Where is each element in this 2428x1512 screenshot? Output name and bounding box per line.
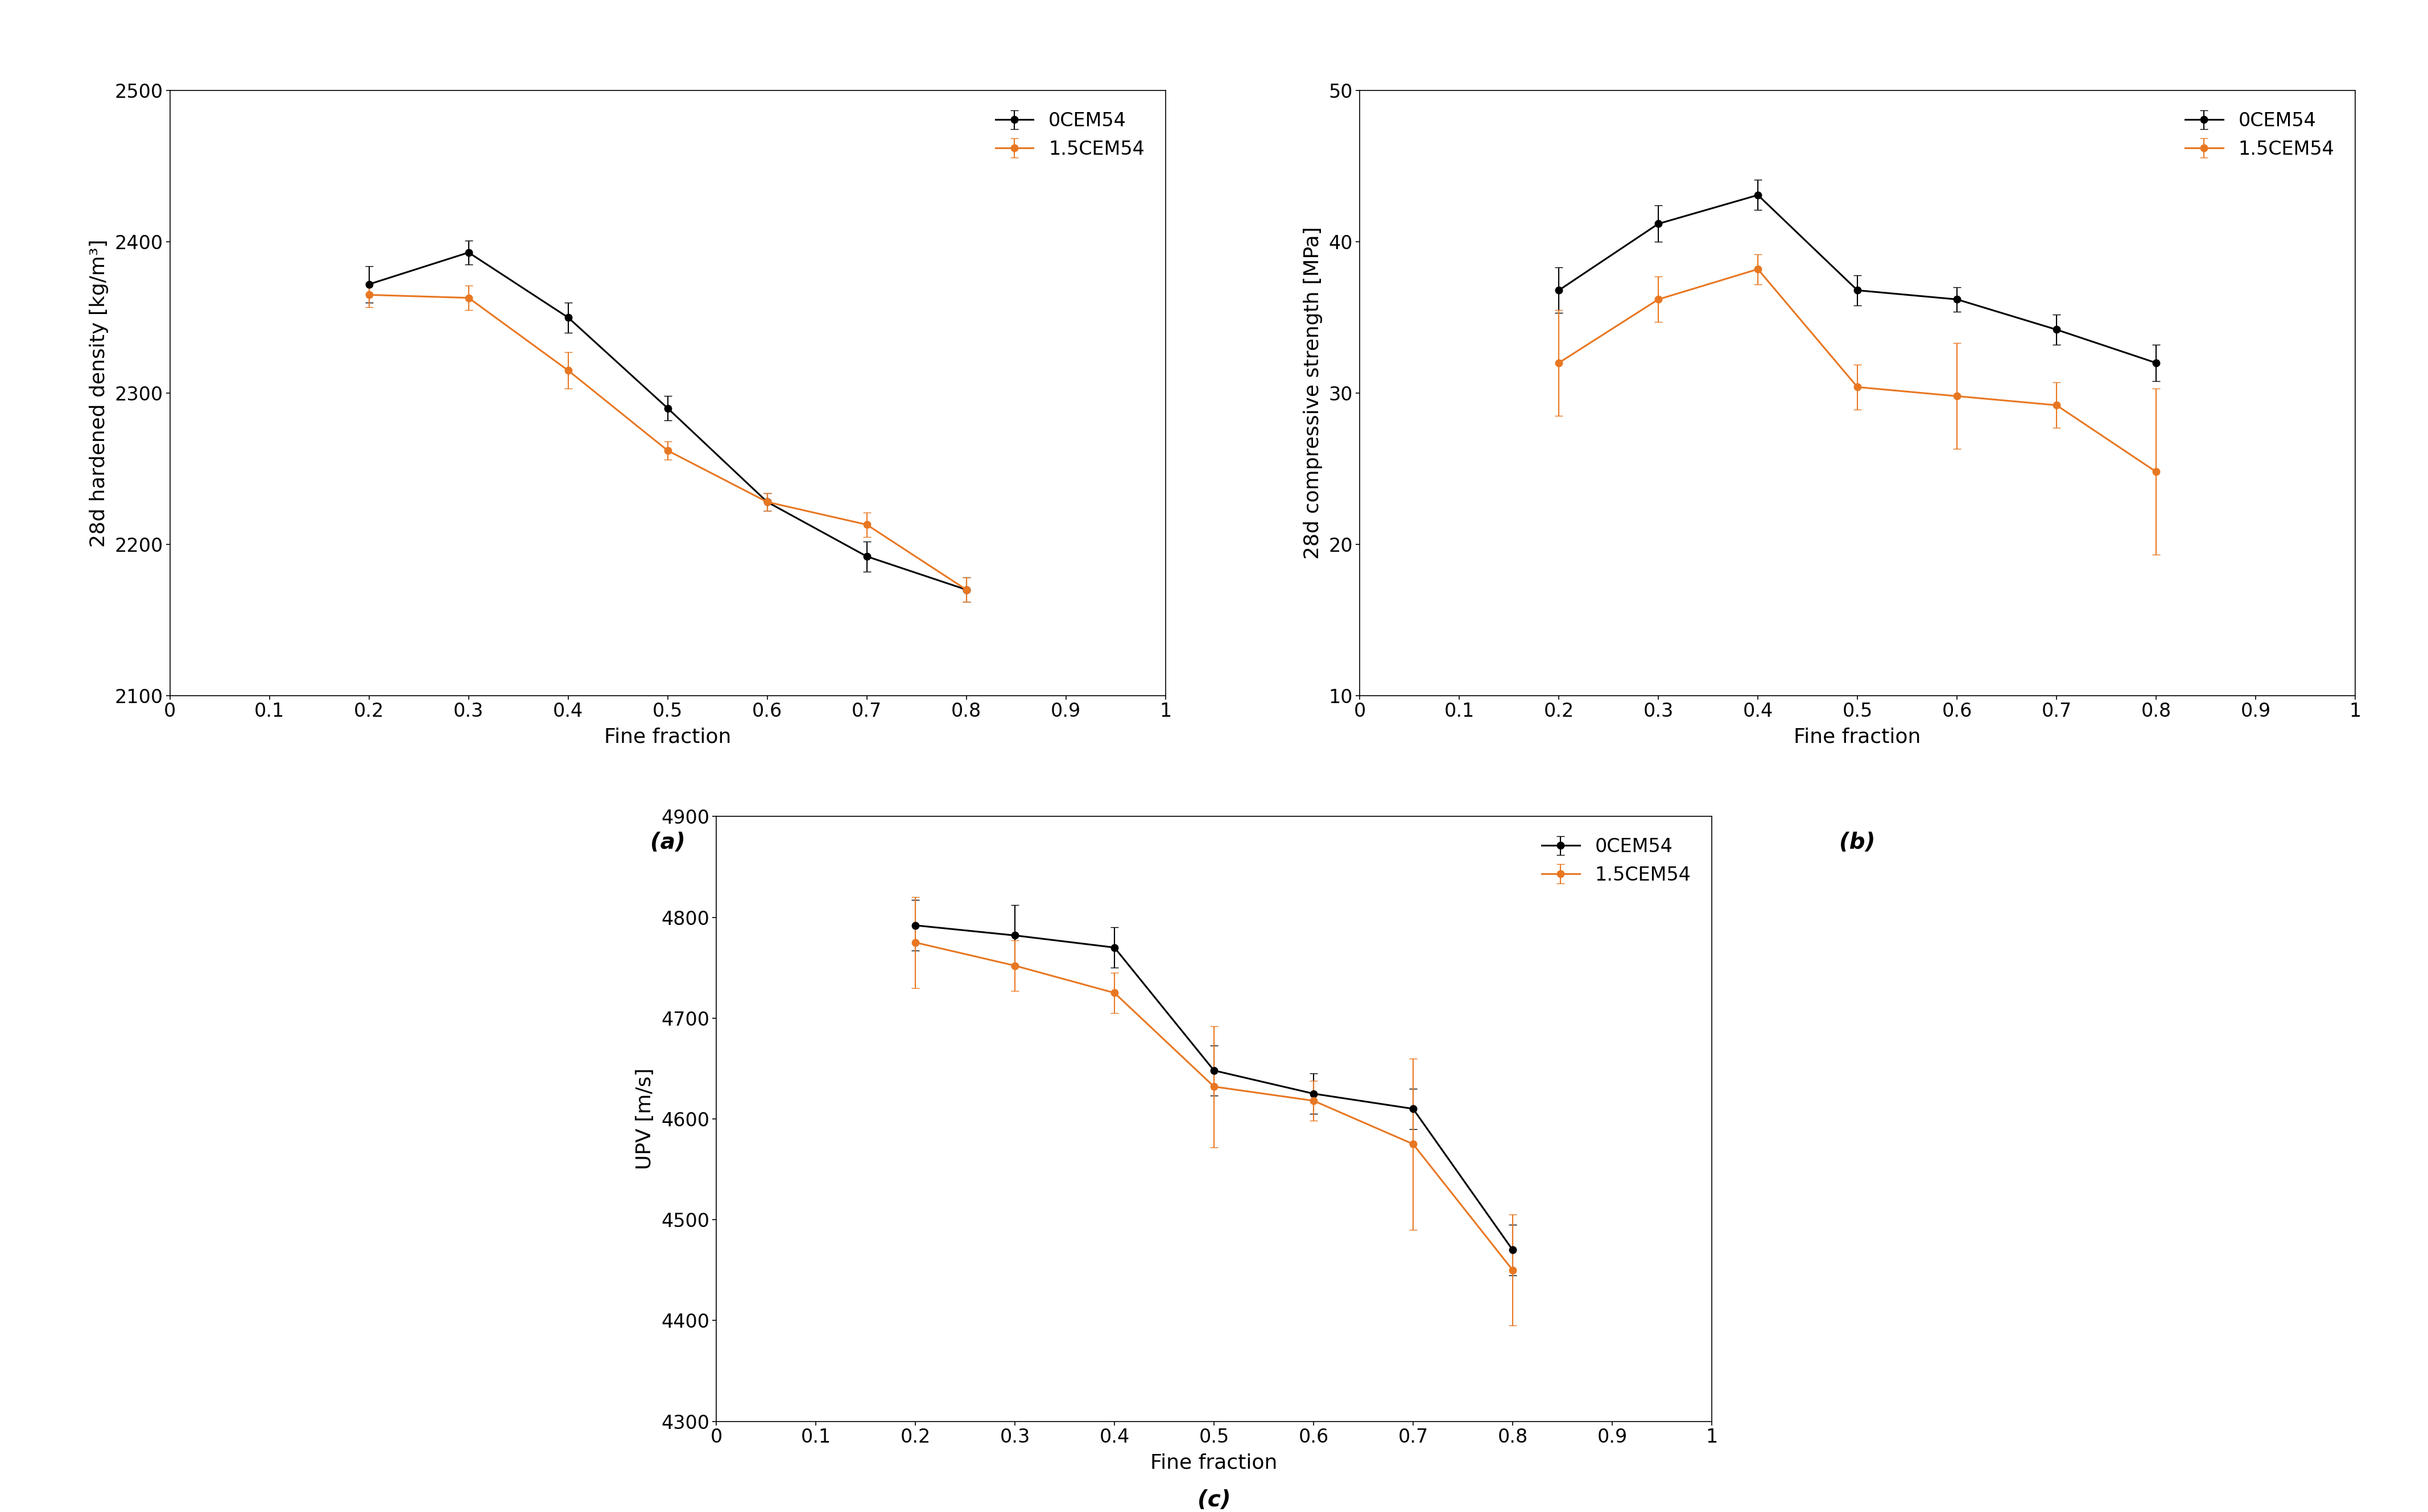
X-axis label: Fine fraction: Fine fraction: [1151, 1453, 1277, 1473]
Legend: 0CEM54, 1.5CEM54: 0CEM54, 1.5CEM54: [983, 100, 1156, 169]
Y-axis label: UPV [m/s]: UPV [m/s]: [636, 1067, 656, 1170]
Y-axis label: 28d hardened density [kg/m³]: 28d hardened density [kg/m³]: [90, 239, 109, 547]
X-axis label: Fine fraction: Fine fraction: [1794, 727, 1921, 747]
Text: (c): (c): [1197, 1489, 1231, 1510]
X-axis label: Fine fraction: Fine fraction: [605, 727, 731, 747]
Text: (b): (b): [1840, 832, 1874, 853]
Y-axis label: 28d compressive strength [MPa]: 28d compressive strength [MPa]: [1304, 227, 1323, 559]
Legend: 0CEM54, 1.5CEM54: 0CEM54, 1.5CEM54: [1530, 826, 1702, 895]
Text: (a): (a): [651, 832, 685, 853]
Legend: 0CEM54, 1.5CEM54: 0CEM54, 1.5CEM54: [2173, 100, 2345, 169]
